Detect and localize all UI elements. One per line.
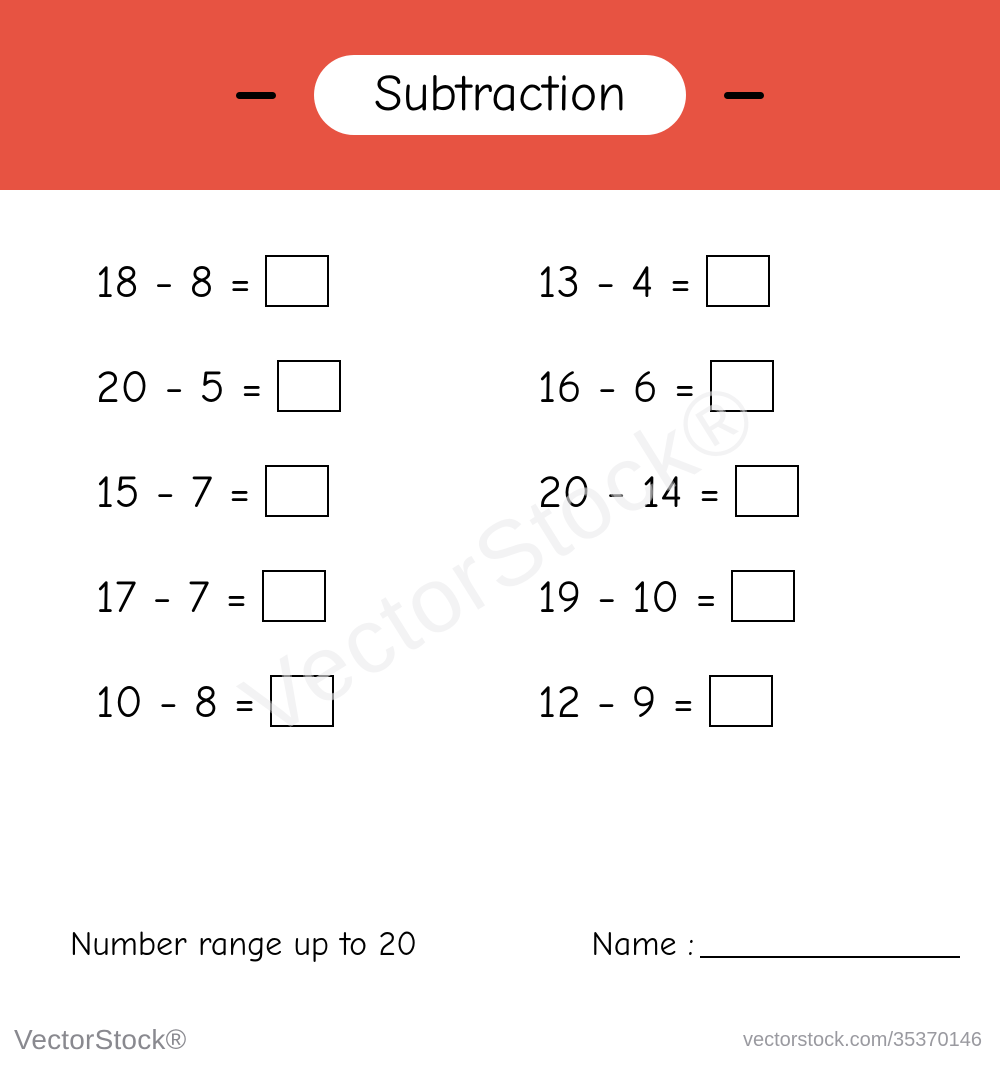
problem-text: 10 - 8 = — [96, 676, 256, 729]
answer-box[interactable] — [735, 465, 799, 517]
problem-text: 15 - 7 = — [96, 466, 251, 519]
problem-text: 19 - 10 = — [538, 571, 717, 624]
worksheet-title: Subtraction — [314, 55, 686, 135]
range-label: Number range up to 20 — [70, 924, 417, 964]
worksheet-page: Subtraction 18 - 8 = 13 - 4 = 20 - 5 = 1… — [0, 0, 1000, 1000]
header-band: Subtraction — [0, 0, 1000, 190]
answer-box[interactable] — [262, 570, 326, 622]
problem-row: 10 - 8 = — [96, 676, 478, 729]
answer-box[interactable] — [706, 255, 770, 307]
problem-text: 13 - 4 = — [538, 256, 692, 309]
problem-text: 20 - 5 = — [96, 361, 263, 414]
problem-text: 16 - 6 = — [538, 361, 696, 414]
problem-row: 16 - 6 = — [538, 361, 920, 414]
answer-box[interactable] — [709, 675, 773, 727]
problem-text: 18 - 8 = — [96, 256, 251, 309]
answer-box[interactable] — [277, 360, 341, 412]
name-field[interactable]: Name : — [591, 924, 960, 964]
problem-text: 17 - 7 = — [96, 571, 248, 624]
problem-row: 13 - 4 = — [538, 256, 920, 309]
worksheet-footer: Number range up to 20 Name : — [0, 924, 1000, 964]
attribution-url: vectorstock.com/35370146 — [743, 1029, 982, 1052]
problem-row: 20 - 5 = — [96, 361, 478, 414]
problems-grid: 18 - 8 = 13 - 4 = 20 - 5 = 16 - 6 = 15 -… — [0, 190, 1000, 729]
problem-row: 17 - 7 = — [96, 571, 478, 624]
minus-icon — [724, 92, 764, 99]
problem-row: 18 - 8 = — [96, 256, 478, 309]
problem-row: 20 - 14 = — [538, 466, 920, 519]
answer-box[interactable] — [265, 465, 329, 517]
problem-text: 20 - 14 = — [538, 466, 721, 519]
attribution-bar: VectorStock® vectorstock.com/35370146 — [0, 1000, 1000, 1080]
problem-row: 15 - 7 = — [96, 466, 478, 519]
answer-box[interactable] — [710, 360, 774, 412]
answer-box[interactable] — [270, 675, 334, 727]
name-input-line[interactable] — [700, 956, 960, 958]
answer-box[interactable] — [265, 255, 329, 307]
name-label: Name : — [591, 924, 694, 964]
attribution-brand: VectorStock® — [14, 1024, 186, 1056]
problem-row: 19 - 10 = — [538, 571, 920, 624]
answer-box[interactable] — [731, 570, 795, 622]
problem-row: 12 - 9 = — [538, 676, 920, 729]
problem-text: 12 - 9 = — [538, 676, 695, 729]
minus-icon — [236, 92, 276, 99]
